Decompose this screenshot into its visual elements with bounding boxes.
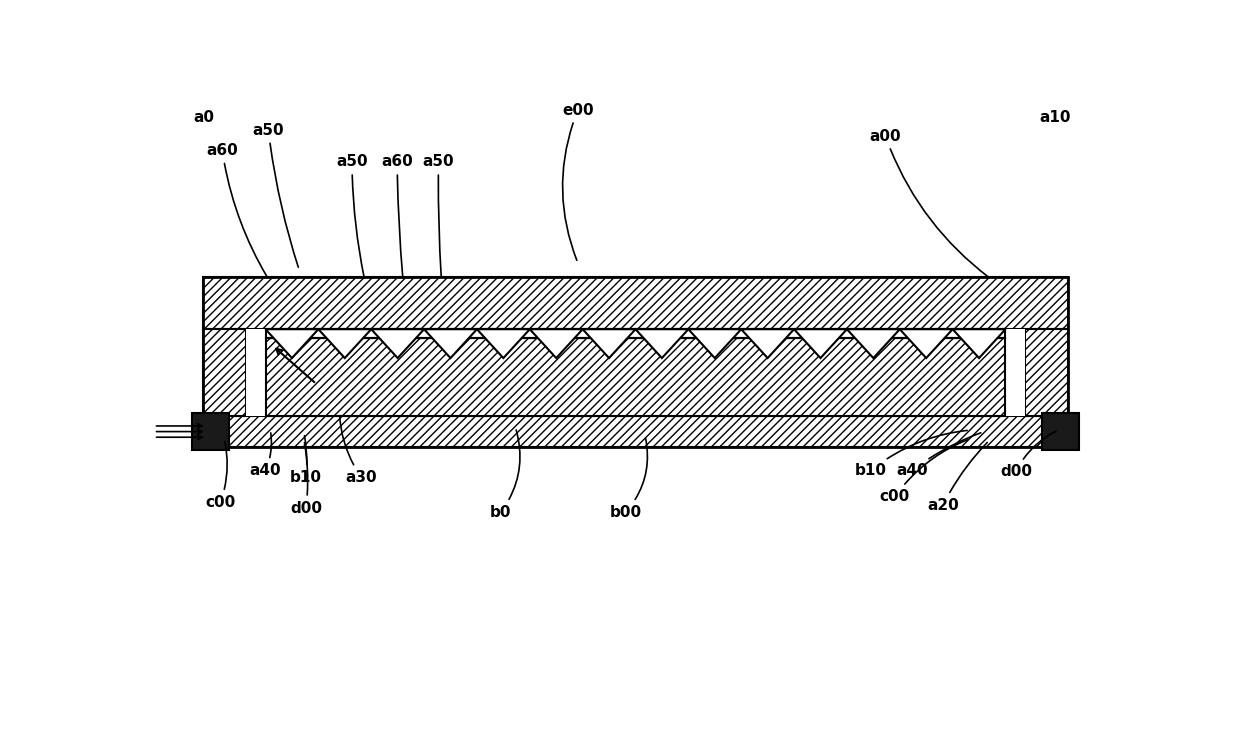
- Polygon shape: [635, 330, 688, 358]
- Text: d00: d00: [290, 443, 322, 515]
- Text: a50: a50: [423, 154, 454, 276]
- Polygon shape: [583, 330, 635, 358]
- Text: a50: a50: [253, 123, 299, 267]
- Polygon shape: [794, 330, 847, 358]
- Bar: [192, 413, 228, 450]
- Text: a30: a30: [340, 416, 377, 485]
- Polygon shape: [952, 330, 1006, 358]
- Text: a40: a40: [249, 433, 281, 478]
- Text: a00: a00: [869, 129, 988, 277]
- Text: b00: b00: [610, 439, 647, 520]
- Polygon shape: [688, 330, 742, 358]
- Bar: [203, 330, 247, 416]
- Text: a0: a0: [193, 110, 215, 125]
- Text: a60: a60: [206, 143, 267, 276]
- Polygon shape: [529, 330, 583, 358]
- Polygon shape: [371, 330, 424, 358]
- Text: a50: a50: [336, 154, 368, 276]
- Polygon shape: [265, 330, 319, 358]
- Text: b10: b10: [854, 431, 967, 478]
- Bar: [1043, 413, 1079, 450]
- Text: c00: c00: [880, 440, 967, 504]
- Text: b0: b0: [490, 430, 520, 520]
- Polygon shape: [847, 330, 900, 358]
- Bar: [265, 330, 1006, 338]
- Polygon shape: [900, 330, 952, 358]
- Bar: [247, 330, 1024, 416]
- Bar: [1024, 330, 1068, 416]
- Text: c00: c00: [206, 441, 236, 510]
- Bar: [203, 277, 1068, 447]
- Text: a40: a40: [897, 433, 981, 478]
- Polygon shape: [742, 330, 794, 358]
- Text: b10: b10: [290, 436, 322, 485]
- Bar: [203, 416, 1068, 447]
- Polygon shape: [319, 330, 371, 358]
- Text: d00: d00: [999, 431, 1055, 479]
- Text: e00: e00: [562, 103, 594, 261]
- Text: a20: a20: [928, 443, 987, 512]
- Text: a10: a10: [1039, 110, 1070, 125]
- Bar: [203, 277, 1068, 330]
- Polygon shape: [424, 330, 477, 358]
- Bar: [265, 338, 1006, 416]
- Polygon shape: [477, 330, 529, 358]
- Text: a60: a60: [381, 154, 413, 276]
